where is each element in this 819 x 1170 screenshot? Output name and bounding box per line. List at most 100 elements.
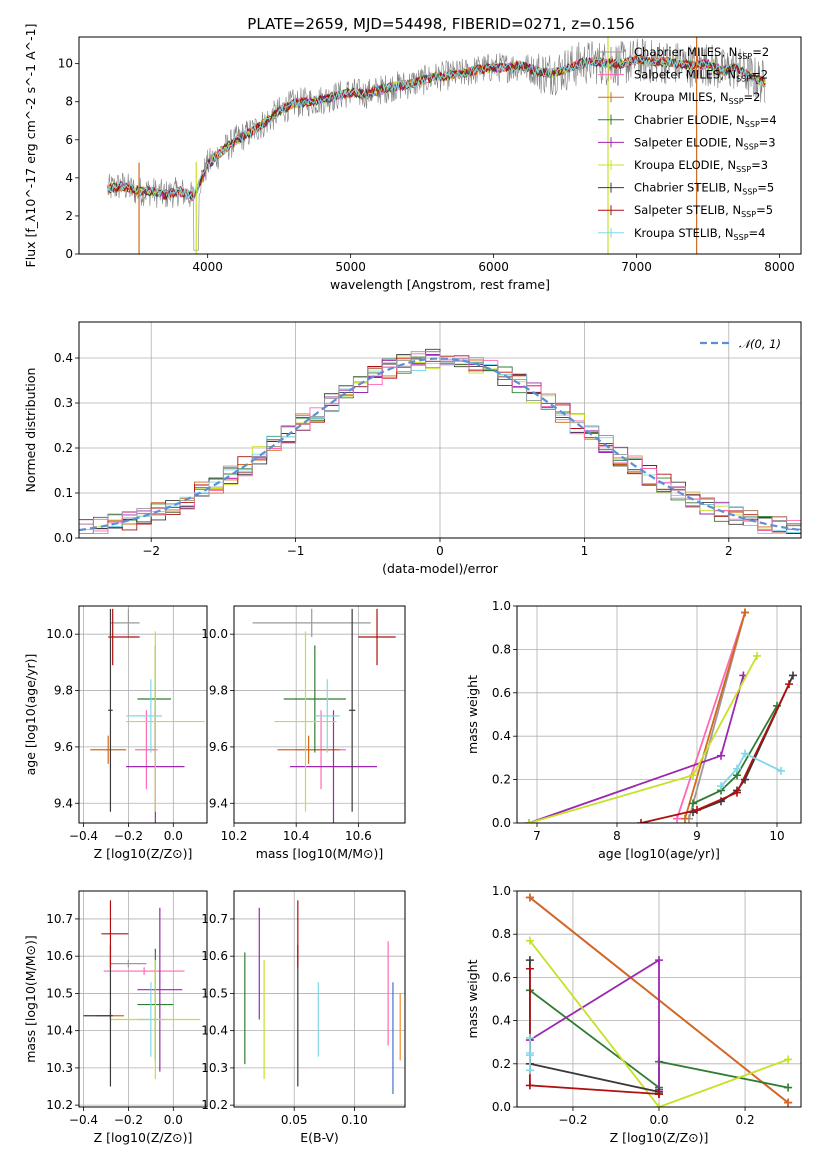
y-tick-label: 10.4 xyxy=(46,1024,73,1038)
plot-area xyxy=(107,37,766,254)
legend-label: Salpeter ELODIE, NSSP=3 xyxy=(634,135,776,151)
x-axis-label: Z [log10(Z/Z⊙)] xyxy=(94,1130,193,1145)
panel-age-vs-mass: 10.2 10.4 10.6 9.4 9.6 9.8 10.0 mass [log10(M/M… xyxy=(201,605,406,861)
series-chabrier-elodie xyxy=(692,705,778,805)
plot-area xyxy=(517,891,801,1107)
series-kroupa-stelib xyxy=(720,752,782,787)
x-tick-label: 4000 xyxy=(192,260,223,274)
legend-label-sub: SSP xyxy=(744,142,759,151)
point-kroupa-stelib xyxy=(733,764,741,773)
y-tick-label: 0.3 xyxy=(54,396,73,410)
point-kroupa-elodie xyxy=(525,819,533,823)
series-salpeter-stelib xyxy=(640,683,790,823)
y-tick-label: 10.4 xyxy=(201,1024,228,1038)
axes-frame xyxy=(516,605,802,824)
axes-frame xyxy=(516,890,802,1108)
x-tick-label: 5000 xyxy=(335,260,366,274)
y-tick-label: 9.4 xyxy=(54,796,73,810)
legend-label-text: Salpeter STELIB, N xyxy=(634,203,741,217)
legend-label-text: Chabrier ELODIE, N xyxy=(634,113,745,127)
x-axis-label: Z [log10(Z/Z⊙)] xyxy=(610,1130,709,1145)
plot-area xyxy=(234,606,405,823)
point-kroupa-miles xyxy=(741,608,749,617)
y-tick-label: 10.7 xyxy=(46,912,73,926)
panel-massweight-vs-age: 7 8 9 10 0.0 0.2 0.4 0.6 0.8 1.0 age [log10(age/yr… xyxy=(465,599,802,861)
x-tick-label: 0.2 xyxy=(736,1113,755,1127)
residual-hist-series xyxy=(79,353,801,534)
point-salpeter-elodie xyxy=(655,956,663,965)
residual-hist-series xyxy=(79,351,801,534)
legend-label: Kroupa MILES, NSSP=2 xyxy=(634,90,760,106)
y-tick-label: 10 xyxy=(58,57,73,71)
y-tick-label: 0.0 xyxy=(492,816,511,830)
point-chabrier-elodie xyxy=(689,799,697,808)
y-tick-label: 0.2 xyxy=(54,441,73,455)
x-tick-label: 10.4 xyxy=(283,829,310,843)
point-kroupa-miles xyxy=(784,1098,793,1107)
x-axis-label: (data-model)/error xyxy=(382,561,499,576)
legend-label-n: =5 xyxy=(756,203,773,217)
legend-label-n: =2 xyxy=(752,45,769,59)
x-tick-label: 0.0 xyxy=(164,1113,183,1127)
point-chabrier-stelib xyxy=(525,956,534,965)
panel-mass-vs-z: −0.4 −0.2 0.0 10.2 10.3 10.4 10.5 10.6 10.7 Z [lo… xyxy=(23,890,208,1145)
legend-label-text: Kroupa ELODIE, N xyxy=(634,158,736,172)
panel-massweight-vs-z: −0.2 0.0 0.2 0.0 0.2 0.4 0.6 0.8 1.0 Z [log10(Z/Z… xyxy=(465,884,802,1145)
x-tick-label: 10.2 xyxy=(221,829,248,843)
axes-frame xyxy=(78,36,802,255)
y-tick-label: 10.6 xyxy=(46,949,73,963)
y-tick-label: 9.4 xyxy=(209,796,228,810)
legend-label: Salpeter MILES, NSSP=2 xyxy=(634,68,768,84)
normal-reference-curve xyxy=(79,357,801,532)
legend-normal-label: 𝒩(0, 1) xyxy=(739,337,781,351)
x-tick-label: 9 xyxy=(693,829,701,843)
legend-label-sub: SSP xyxy=(736,165,751,174)
point-kroupa-miles xyxy=(525,893,534,902)
legend-label-text: Salpeter ELODIE, N xyxy=(634,135,744,149)
y-tick-label: 9.8 xyxy=(54,684,73,698)
point-kroupa-elodie xyxy=(525,936,534,945)
y-tick-label: 0.6 xyxy=(492,686,511,700)
point-kroupa-elodie xyxy=(753,651,761,660)
y-tick-label: 10.6 xyxy=(201,949,228,963)
x-tick-label: 0.05 xyxy=(281,1113,308,1127)
y-axis-label: mass weight xyxy=(465,959,480,1038)
panel-mass-vs-ebv: 0.05 0.10 10.2 10.3 10.4 10.5 10.6 10.7 E(B-V) xyxy=(201,890,406,1145)
x-tick-label: 1 xyxy=(581,544,589,558)
legend-label-text: Chabrier STELIB, N xyxy=(634,181,742,195)
x-axis-label: age [log10(age/yr)] xyxy=(598,846,720,861)
legend-label-n: =2 xyxy=(744,90,761,104)
y-tick-label: 1.0 xyxy=(492,599,511,613)
series-salpeter-elodie xyxy=(528,675,745,823)
legend-label-sub: SSP xyxy=(742,188,757,197)
y-tick-label: 10.0 xyxy=(46,627,73,641)
y-tick-label: 9.6 xyxy=(54,740,73,754)
y-tick-label: 10.3 xyxy=(46,1061,73,1075)
x-tick-label: 0.0 xyxy=(649,1113,668,1127)
x-tick-label: 6000 xyxy=(478,260,509,274)
legend-label-text: Kroupa STELIB, N xyxy=(634,226,734,240)
x-tick-label: −0.4 xyxy=(69,1113,98,1127)
point-kroupa-stelib xyxy=(717,782,725,791)
point-salpeter-stelib xyxy=(785,680,793,689)
y-tick-label: 9.6 xyxy=(209,740,228,754)
panel-age-vs-z: −0.4 −0.2 0.0 9.4 9.6 9.8 10.0 Z [log10(Z/Z⊙)] a… xyxy=(23,605,208,861)
point-kroupa-elodie xyxy=(689,771,697,780)
legend-label-n: =2 xyxy=(751,68,768,82)
y-tick-label: 0.2 xyxy=(492,773,511,787)
legend-label-text: Kroupa MILES, N xyxy=(634,90,729,104)
y-tick-label: 0.2 xyxy=(492,1057,511,1071)
y-tick-label: 0.8 xyxy=(492,642,511,656)
point-salpeter-stelib xyxy=(525,964,534,973)
x-tick-label: 7 xyxy=(533,829,541,843)
y-tick-label: 10.7 xyxy=(201,912,228,926)
y-tick-label: 1.0 xyxy=(492,884,511,898)
legend-label-sub: SSP xyxy=(736,75,751,84)
point-salpeter-stelib xyxy=(637,819,645,823)
point-kroupa-stelib xyxy=(525,1033,534,1042)
point-kroupa-stelib xyxy=(525,1049,534,1057)
y-tick-label: 0 xyxy=(65,247,73,261)
legend-label-sub: SSP xyxy=(734,233,749,242)
legend-label: Chabrier MILES, NSSP=2 xyxy=(634,45,769,61)
point-salpeter-stelib xyxy=(693,805,701,814)
